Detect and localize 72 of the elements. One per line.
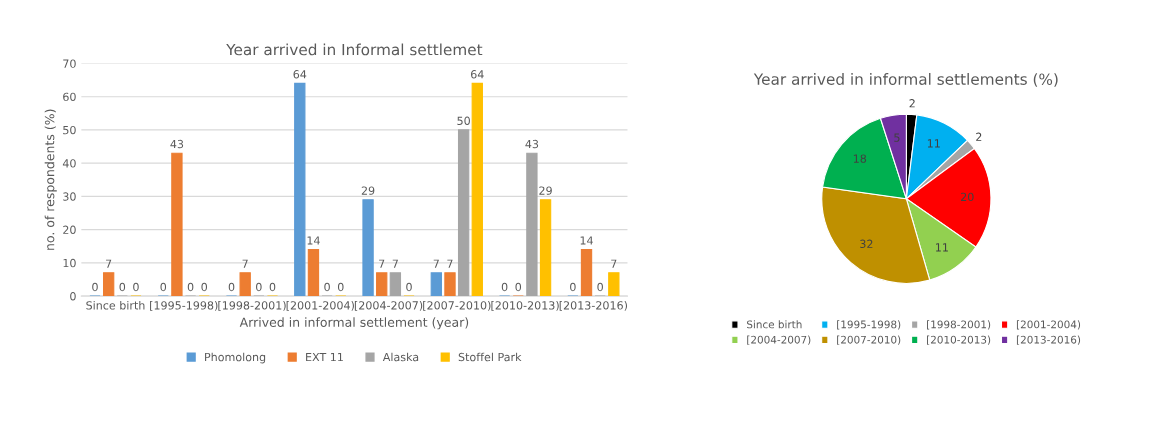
data-label: 0 <box>597 282 603 292</box>
y-tick-label: 60 <box>63 92 76 102</box>
data-label: 0 <box>256 282 262 292</box>
data-label: 64 <box>293 70 307 79</box>
x-tick-label: [2004-2007) <box>354 300 423 311</box>
data-label: 0 <box>160 282 167 292</box>
x-tick-label: [1995-1998) <box>150 300 218 311</box>
data-label: 43 <box>525 139 539 149</box>
legend-label: [2001-2004) <box>1016 320 1081 330</box>
data-label: 0 <box>324 282 330 292</box>
x-tick-label: [2010-2013) <box>491 300 559 311</box>
legend-label: Phomolong <box>205 352 266 364</box>
data-label: 7 <box>433 259 439 268</box>
y-tick-label: 0 <box>70 292 76 301</box>
data-label: 0 <box>406 282 412 292</box>
data-label: 0 <box>201 282 208 292</box>
data-label: 14 <box>580 236 593 245</box>
data-label: 2 <box>909 99 915 108</box>
legend-label: [2013-2016) <box>1016 335 1081 345</box>
legend-label: Stoffel Park <box>458 352 522 362</box>
y-tick-label: 40 <box>62 159 76 168</box>
data-label: 14 <box>307 236 320 245</box>
legend-label: EXT 11 <box>306 352 343 362</box>
x-tick-label: [2007-2010) <box>423 300 491 311</box>
chart-title: Year arrived in Informal settlemet <box>226 43 483 56</box>
data-label: 0 <box>515 282 522 292</box>
data-label: 0 <box>133 282 139 292</box>
x-tick-label: [2013-2016) <box>559 300 628 311</box>
x-axis-title: Arrived in informal settlement (year) <box>239 317 469 330</box>
data-label: 32 <box>860 239 873 249</box>
data-label: 11 <box>936 243 948 252</box>
data-label: 0 <box>228 282 235 292</box>
y-tick-label: 20 <box>63 225 76 235</box>
x-tick-label: Since birth <box>86 300 145 310</box>
data-label: 0 <box>119 282 126 292</box>
data-label: 7 <box>379 259 385 268</box>
data-label: 7 <box>611 259 617 268</box>
data-label: 0 <box>570 282 576 292</box>
data-label: 43 <box>170 139 184 149</box>
legend-label: [2010-2013) <box>927 335 991 345</box>
data-label: 64 <box>471 70 484 79</box>
data-label: 0 <box>337 282 344 292</box>
data-label: 29 <box>361 186 375 195</box>
data-label: 0 <box>269 282 276 292</box>
y-tick-label: 70 <box>63 59 76 68</box>
data-label: 29 <box>539 186 552 195</box>
legend-label: [1995-1998) <box>837 320 901 330</box>
data-label: 5 <box>894 133 900 142</box>
x-tick-label: [2001-2004) <box>286 300 354 311</box>
data-label: 11 <box>927 139 940 148</box>
data-label: 20 <box>961 192 974 202</box>
data-label: 7 <box>242 259 248 268</box>
data-label: 0 <box>187 282 194 292</box>
data-label: 0 <box>501 282 508 292</box>
data-label: 0 <box>92 282 98 292</box>
x-tick-label: [1998-2001) <box>218 300 286 311</box>
legend-label: Since birth <box>747 320 802 329</box>
legend-label: [2004-2007) <box>747 335 811 345</box>
y-tick-label: 30 <box>63 192 76 201</box>
data-label: 50 <box>457 116 470 125</box>
data-label: 2 <box>976 132 982 141</box>
y-tick-label: 50 <box>63 125 76 135</box>
data-label: 18 <box>853 154 867 163</box>
chart-title: Year arrived in informal settlements (%) <box>753 73 1058 87</box>
data-label: 7 <box>447 259 453 268</box>
legend-label: Alaska <box>382 352 419 362</box>
data-label: 7 <box>106 259 112 268</box>
y-tick-label: 10 <box>63 258 76 268</box>
legend-label: [1998-2001) <box>927 320 991 330</box>
y-axis-title: no. of respondents (%) <box>44 109 57 250</box>
data-label: 7 <box>392 259 398 268</box>
legend-label: [2007-2010) <box>837 335 901 345</box>
